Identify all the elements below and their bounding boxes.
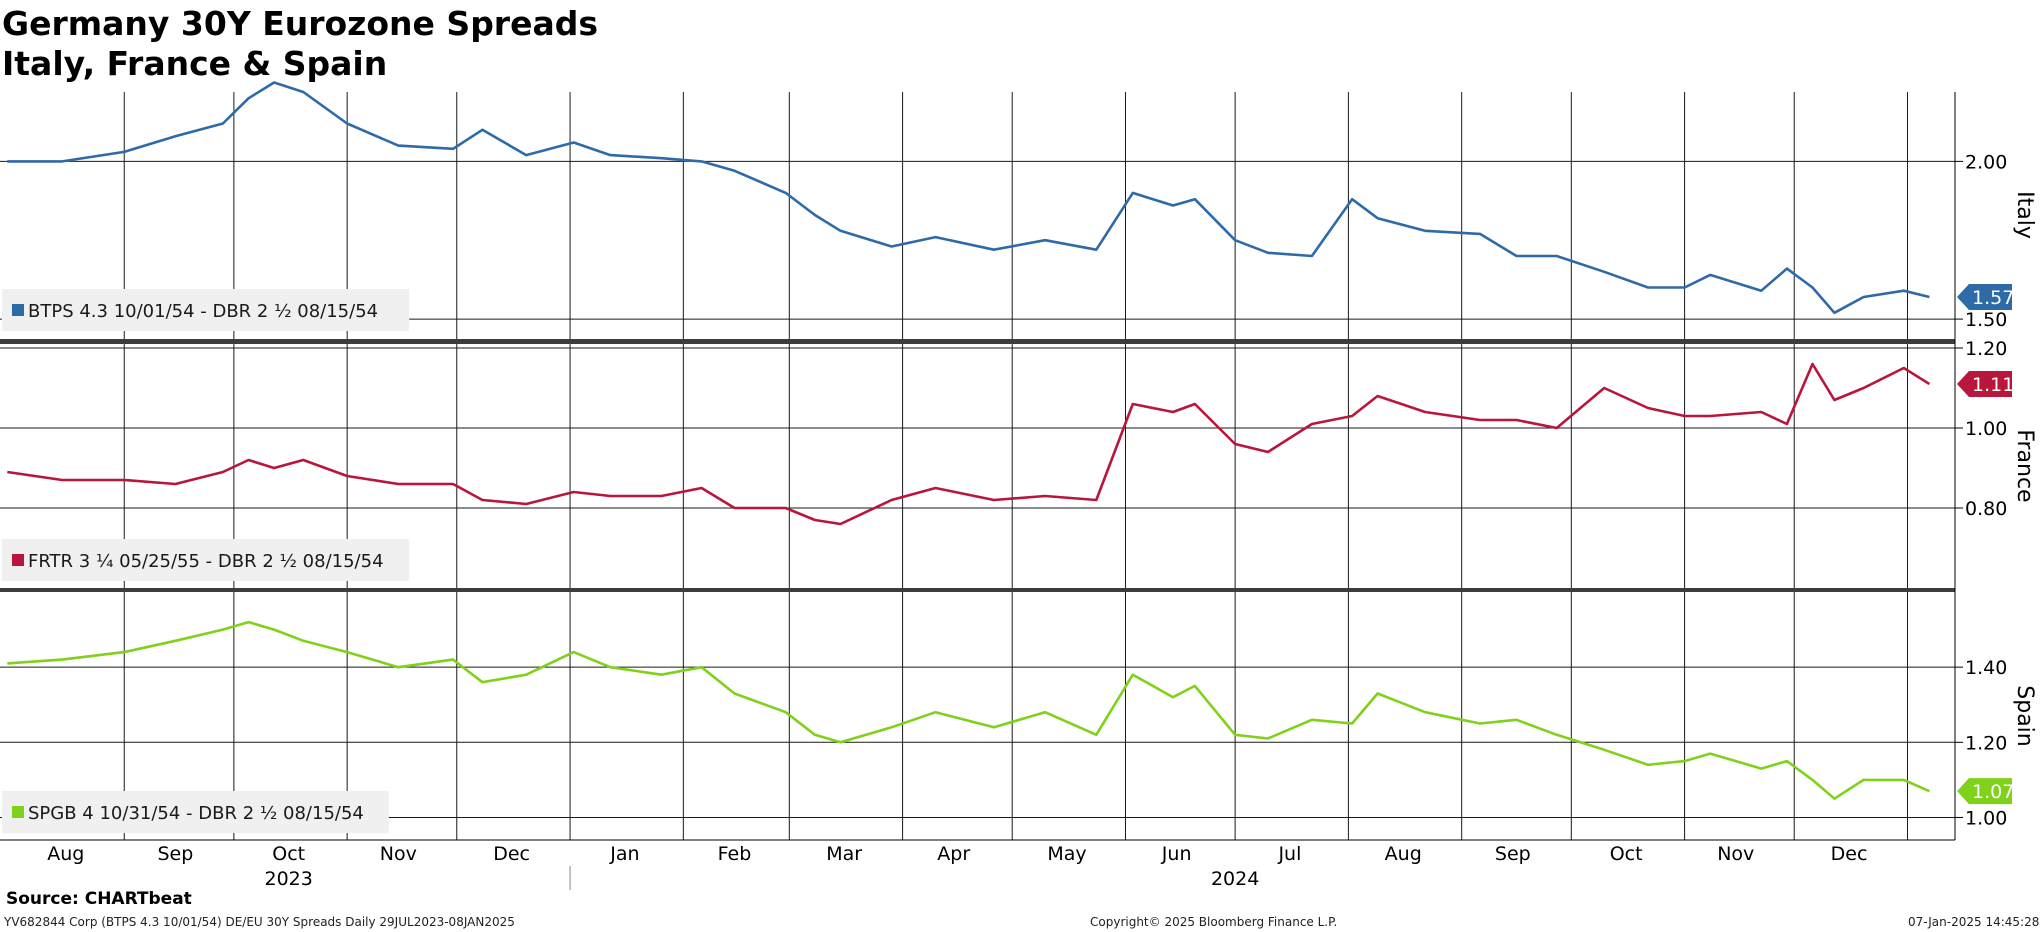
last-value-tag xyxy=(1957,284,2012,310)
month-tick-label: Jul xyxy=(1277,843,1301,865)
legend-swatch xyxy=(12,554,24,566)
y-tick-label: 1.20 xyxy=(1965,338,2007,360)
copyright-note: Copyright© 2025 Bloomberg Finance L.P. xyxy=(1090,915,1338,929)
last-value-tag xyxy=(1957,778,2012,805)
source-note: Source: CHARTbeat xyxy=(6,889,192,909)
y-tick-label: 1.50 xyxy=(1965,309,2007,331)
month-tick-label: Sep xyxy=(157,843,193,865)
panel-label: Italy xyxy=(2012,191,2037,239)
month-tick-label: Jun xyxy=(1161,843,1192,865)
legend-label: BTPS 4.3 10/01/54 - DBR 2 ½ 08/15/54 xyxy=(28,301,378,322)
year-label: 2024 xyxy=(1211,868,1259,890)
month-tick-label: Aug xyxy=(47,843,84,865)
month-tick-label: Mar xyxy=(826,843,862,865)
legend-swatch xyxy=(12,806,24,818)
panel-separator xyxy=(0,339,1955,344)
y-tick-label: 1.40 xyxy=(1965,657,2007,679)
y-tick-label: 1.20 xyxy=(1965,732,2007,754)
last-value-label: 1.11 xyxy=(1972,374,2014,396)
series-line xyxy=(7,81,1930,315)
y-tick-label: 2.00 xyxy=(1965,151,2007,173)
month-tick-label: May xyxy=(1047,843,1086,865)
legend-label: SPGB 4 10/31/54 - DBR 2 ½ 08/15/54 xyxy=(28,803,364,824)
month-tick-label: Nov xyxy=(1717,843,1754,865)
legend-label: FRTR 3 ¼ 05/25/55 - DBR 2 ½ 08/15/54 xyxy=(28,551,384,572)
series-line xyxy=(7,620,1930,801)
last-value-label: 1.57 xyxy=(1972,287,2014,309)
chart-title-line1: Germany 30Y Eurozone Spreads xyxy=(2,4,598,43)
timestamp: 07-Jan-2025 14:45:28 xyxy=(1908,915,2040,929)
year-label: 2023 xyxy=(265,868,313,890)
panel-label: Spain xyxy=(2012,685,2037,746)
chart-area: 1.50 2.00 1.57 Italy BTPS 4.3 10/01/54 - DBR… xyxy=(0,81,2037,890)
y-tick-label: 1.00 xyxy=(1965,807,2007,829)
month-tick-label: Sep xyxy=(1495,843,1531,865)
panel-label: France xyxy=(2012,429,2037,502)
month-tick-label: Aug xyxy=(1385,843,1422,865)
month-tick-label: Jan xyxy=(609,843,639,865)
month-tick-label: Dec xyxy=(493,843,530,865)
legend-box xyxy=(2,289,410,331)
month-tick-label: Oct xyxy=(1610,843,1643,865)
month-tick-label: Dec xyxy=(1831,843,1868,865)
chart-title-line2: Italy, France & Spain xyxy=(2,44,388,83)
month-tick-label: Oct xyxy=(272,843,305,865)
last-value-label: 1.07 xyxy=(1972,781,2014,803)
last-value-tag xyxy=(1957,371,2012,397)
month-tick-label: Nov xyxy=(380,843,417,865)
y-tick-label: 0.80 xyxy=(1965,498,2007,520)
panel-separator xyxy=(0,588,1955,592)
legend-swatch xyxy=(12,304,24,316)
legend-box xyxy=(2,791,389,833)
legend-box xyxy=(2,539,410,581)
security-description: YV682844 Corp (BTPS 4.3 10/01/54) DE/EU … xyxy=(4,915,515,929)
series-line xyxy=(7,362,1931,526)
month-tick-label: Feb xyxy=(718,843,752,865)
month-tick-label: Apr xyxy=(937,843,970,865)
y-tick-label: 1.00 xyxy=(1965,418,2007,440)
